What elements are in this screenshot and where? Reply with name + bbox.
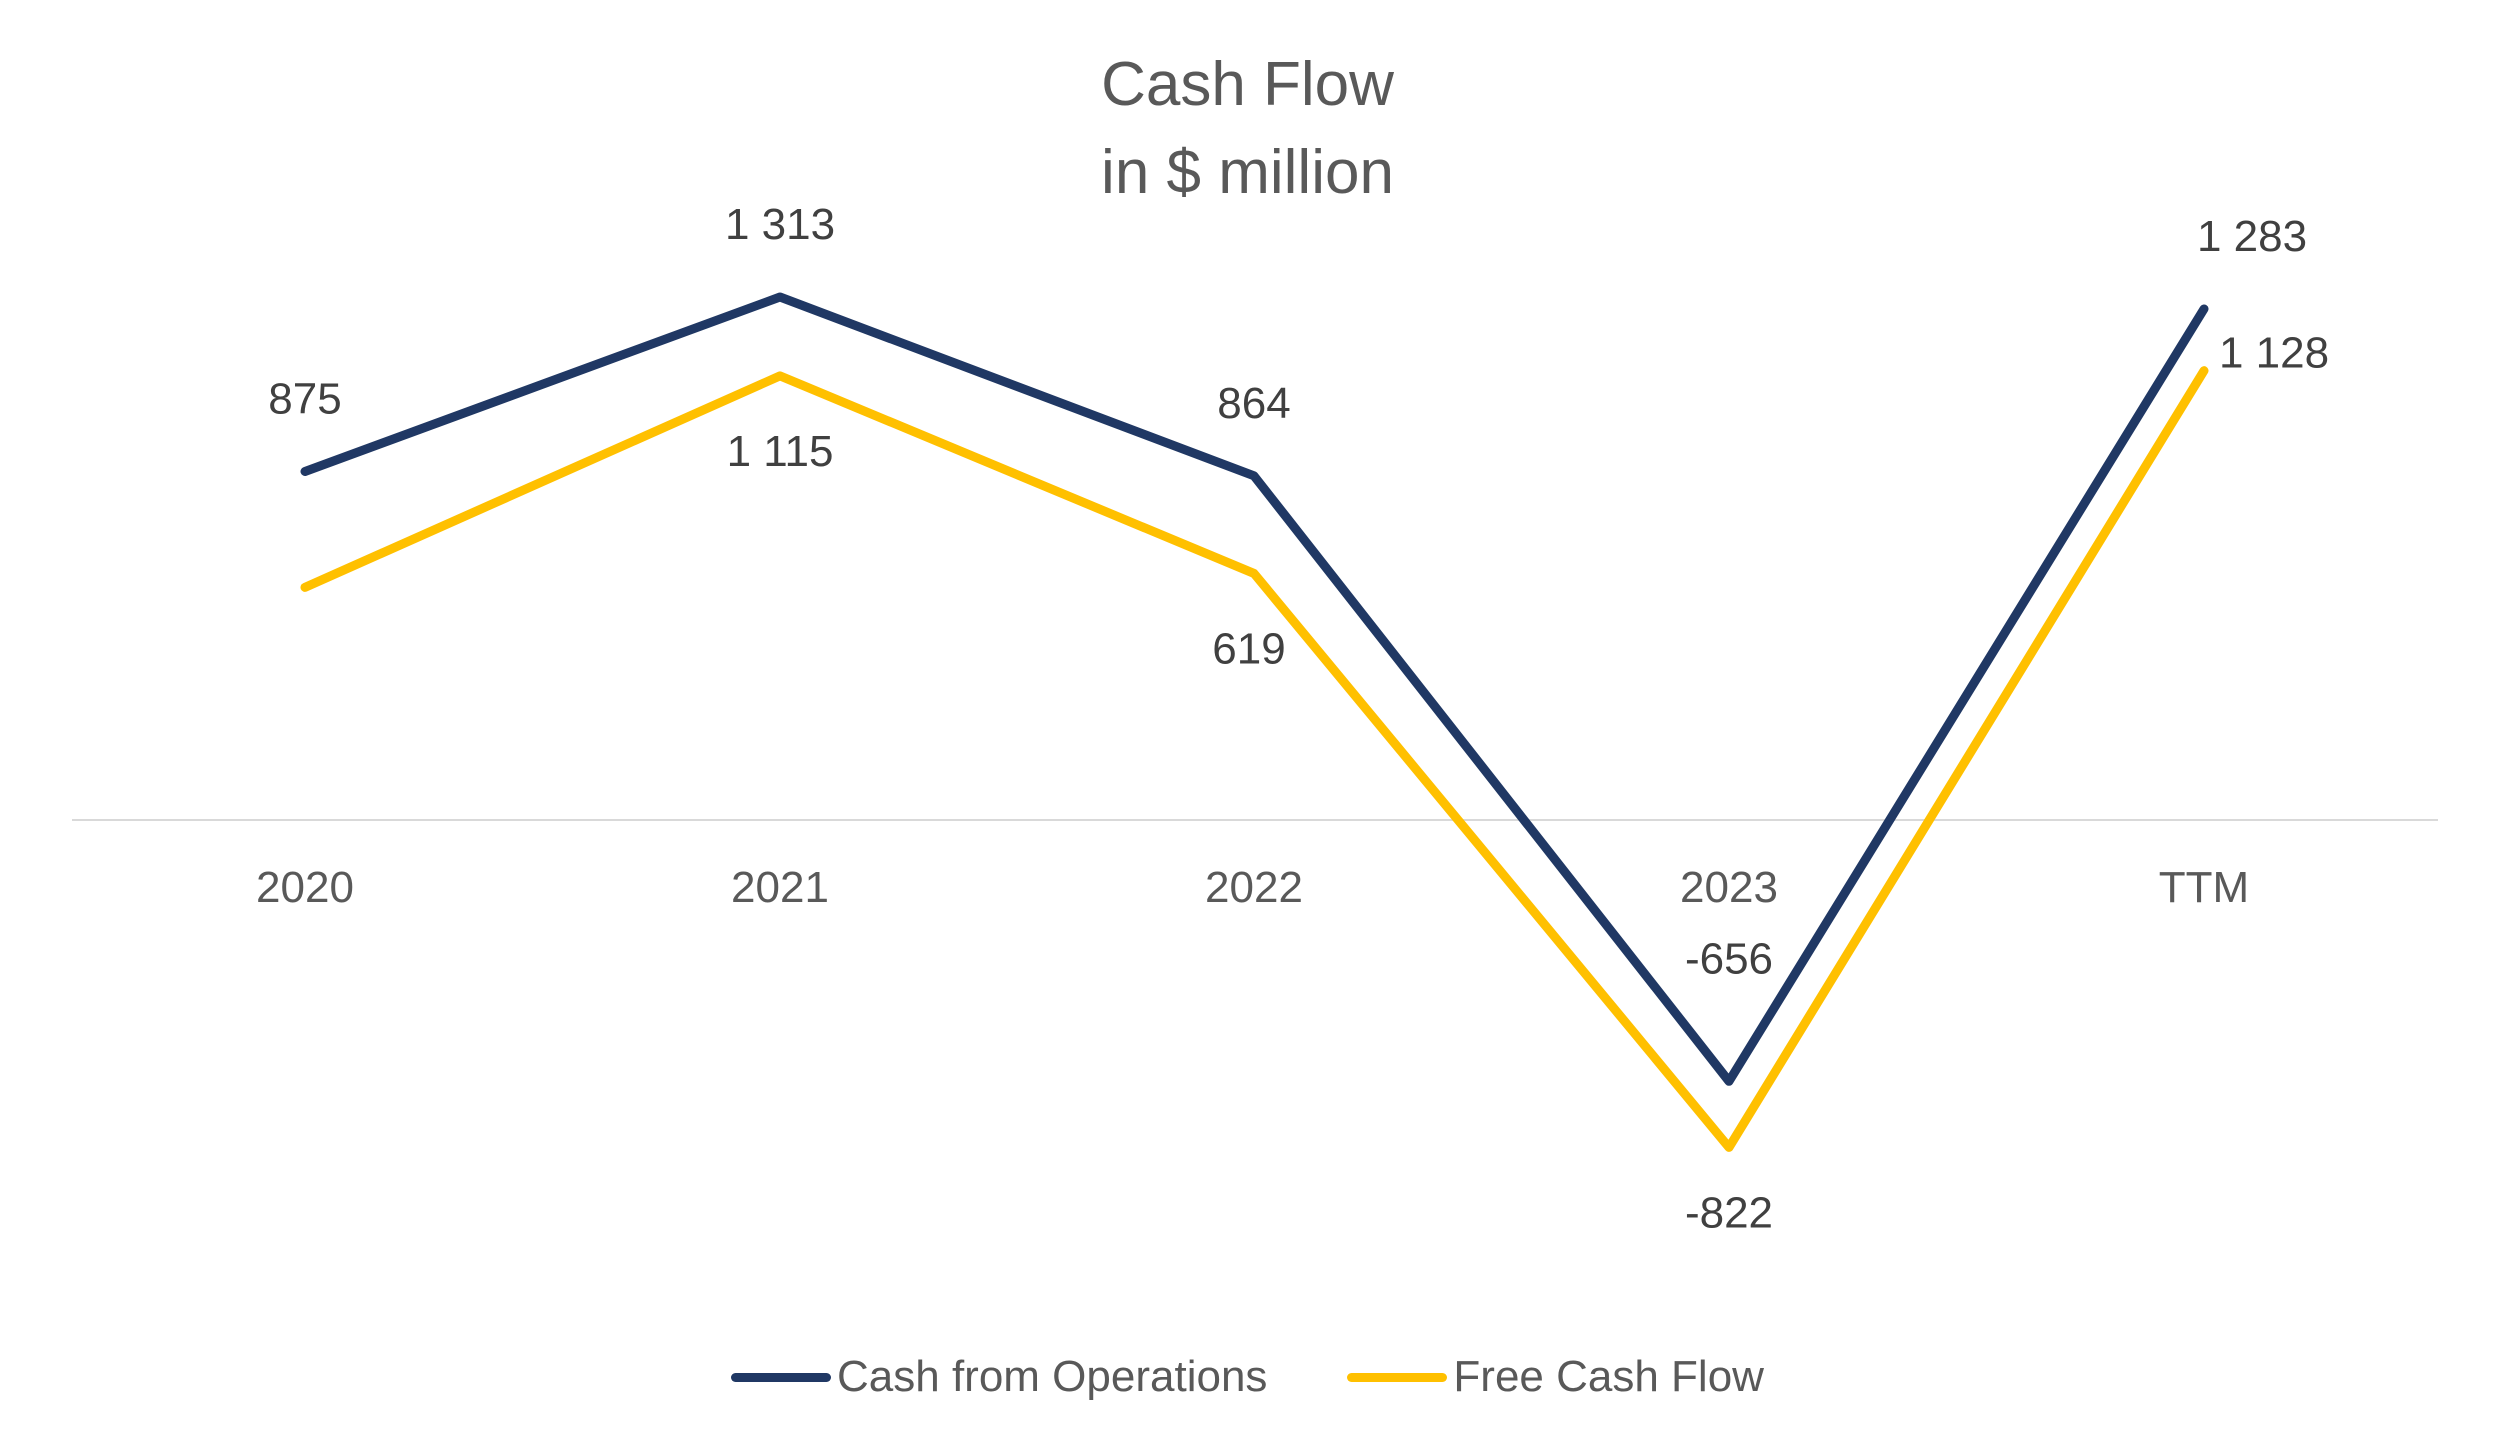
data-label: 875: [268, 374, 341, 423]
data-label: -656: [1685, 934, 1773, 983]
plot-area: 2020 2021 2022 2023 TTM 875 1 313 864 -656 1 283 1…: [256, 200, 2329, 1237]
data-label: 1 313: [725, 200, 835, 249]
chart-subtitle: in $ million: [1101, 138, 1394, 207]
legend-swatch-cash-from-operations: [731, 1372, 832, 1382]
x-tick-label: 2023: [1680, 863, 1778, 912]
legend-label-free-cash-flow: Free Cash Flow: [1453, 1352, 1764, 1401]
legend-label-cash-from-operations: Cash from Operations: [837, 1352, 1268, 1401]
legend-item-free-cash-flow: Free Cash Flow: [1347, 1352, 1764, 1402]
x-tick-label: 2020: [256, 863, 354, 912]
data-label: 864: [1217, 379, 1290, 428]
series-line-cash-from-operations: [300, 292, 2209, 1086]
legend-item-cash-from-operations: Cash from Operations: [731, 1352, 1267, 1402]
data-label: 1 115: [727, 427, 834, 476]
series-line-free-cash-flow: [300, 366, 2209, 1152]
data-label: 1 283: [2197, 212, 2307, 261]
data-label: 619: [1212, 624, 1285, 673]
data-label: 1 128: [2219, 329, 2329, 378]
chart-title: Cash Flow: [1101, 50, 1394, 119]
x-tick-label: 2021: [731, 863, 829, 912]
chart-legend: Cash from Operations Free Cash Flow: [0, 1352, 2495, 1402]
data-label: -822: [1685, 1188, 1773, 1237]
legend-swatch-free-cash-flow: [1347, 1372, 1448, 1382]
x-tick-label: TTM: [2159, 863, 2249, 912]
x-tick-label: 2022: [1205, 863, 1303, 912]
